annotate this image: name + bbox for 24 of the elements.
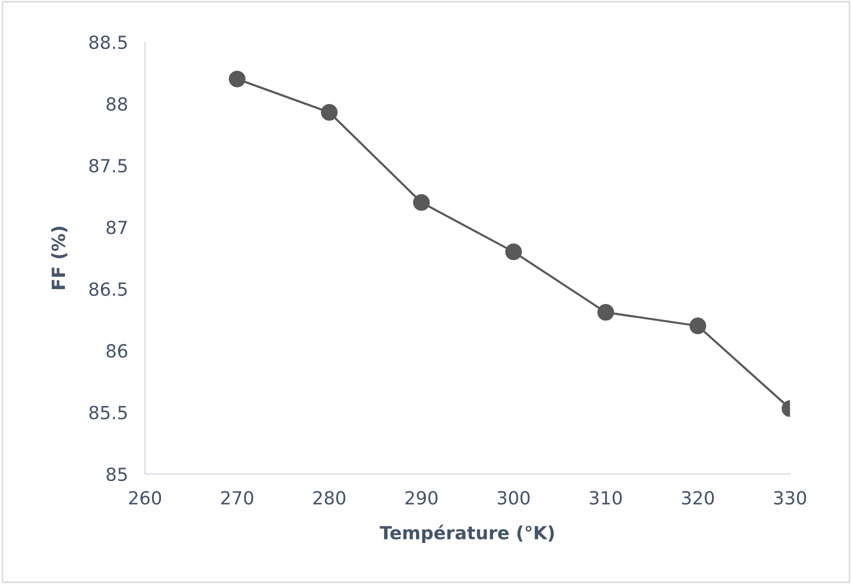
x-tick-label: 290: [406, 490, 438, 505]
point: [228, 70, 246, 88]
point: [690, 318, 706, 334]
point: [413, 194, 430, 211]
point: [320, 104, 338, 121]
x-tick-label: 270: [221, 490, 254, 505]
x-axis-title: Température (°K): [380, 524, 554, 544]
y-tick-label: 86: [106, 344, 128, 358]
y-tick-label: 86.5: [89, 282, 127, 296]
x-tick-label: 320: [682, 490, 714, 505]
y-tick-label: 85: [106, 467, 127, 482]
y-axis-title: FF (%): [51, 226, 68, 290]
x-tick-label: 280: [313, 490, 346, 505]
y-tick-label: 88.5: [89, 35, 127, 50]
point: [505, 243, 522, 260]
x-tick-label: 260: [129, 490, 162, 505]
x-tick-label: 330: [774, 490, 806, 505]
x-tick-label: 300: [498, 490, 530, 505]
y-tick-label: 88: [106, 97, 128, 111]
y-tick-label: 85.5: [89, 406, 127, 420]
x-tick-label: 310: [590, 490, 622, 505]
point: [597, 304, 614, 321]
y-tick-label: 87.5: [89, 158, 127, 173]
y-tick-label: 87: [106, 220, 127, 234]
